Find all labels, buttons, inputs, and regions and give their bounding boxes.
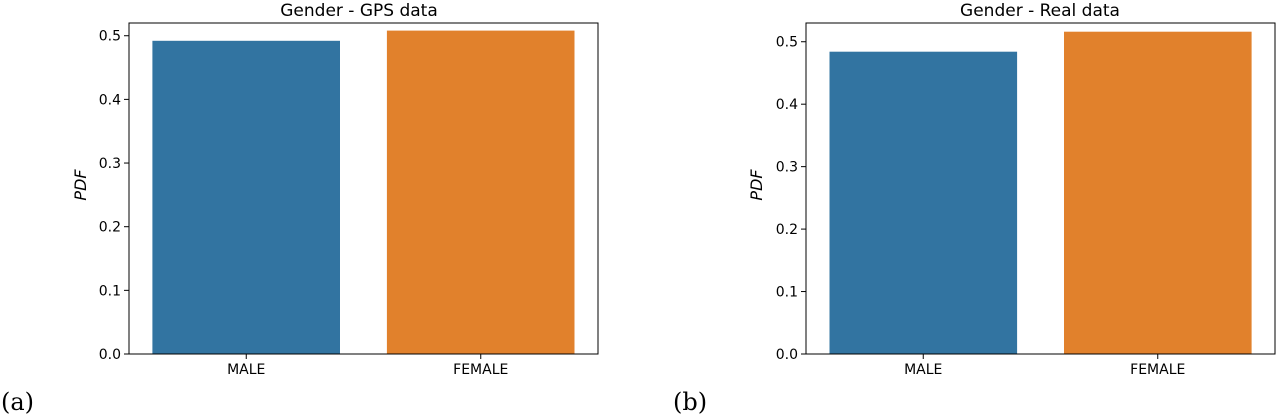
y-axis-label: PDF [747, 169, 766, 201]
x-axis-ticks: MALE FEMALE [227, 354, 508, 378]
y-tick-label: 0.1 [776, 285, 798, 301]
bar-male [152, 40, 340, 355]
chart-panel-a: Gender - GPS data PDF (a) 0.00.10.20.30.… [1, 1, 599, 416]
bar-female [386, 30, 575, 354]
chart-title: Gender - Real data [960, 1, 1120, 21]
bar-group [152, 30, 575, 355]
y-tick-label: 0.2 [776, 222, 798, 238]
chart-panel-b: Gender - Real data PDF (b) 0.00.10.20.30… [673, 1, 1276, 416]
y-tick-label: 0.5 [776, 35, 798, 51]
chart-title: Gender - GPS data [280, 1, 438, 21]
y-tick-label: 0.0 [99, 347, 121, 363]
plot-frame [805, 22, 1276, 355]
panel-label: (b) [673, 388, 707, 416]
bar-female [1064, 31, 1252, 354]
y-tick-label: 0.4 [99, 92, 121, 108]
y-tick-label: 0.5 [99, 29, 121, 45]
y-tick-label: 0.3 [99, 156, 121, 172]
plot-frame [128, 22, 599, 355]
y-axis-ticks: 0.0 0.1 0.2 0.3 0.4 0.5 [776, 35, 806, 363]
y-tick-label: 0.3 [776, 160, 798, 176]
y-tick-label: 0.2 [99, 220, 121, 236]
x-axis-ticks: MALE FEMALE [904, 354, 1185, 378]
x-tick-label: FEMALE [453, 362, 508, 378]
y-tick-label: 0.1 [99, 283, 121, 299]
x-tick-label: FEMALE [1130, 362, 1185, 378]
y-tick-label: 0.4 [776, 97, 798, 113]
x-tick-label: MALE [904, 362, 942, 378]
panel-label: (a) [1, 388, 34, 416]
y-axis-ticks: 0.0 0.1 0.2 0.3 0.4 0.5 [99, 29, 129, 363]
bar-male [829, 51, 1018, 354]
y-axis-label: PDF [71, 169, 90, 201]
bar-group [829, 31, 1252, 354]
y-tick-label: 0.0 [776, 347, 798, 363]
x-tick-label: MALE [227, 362, 265, 378]
